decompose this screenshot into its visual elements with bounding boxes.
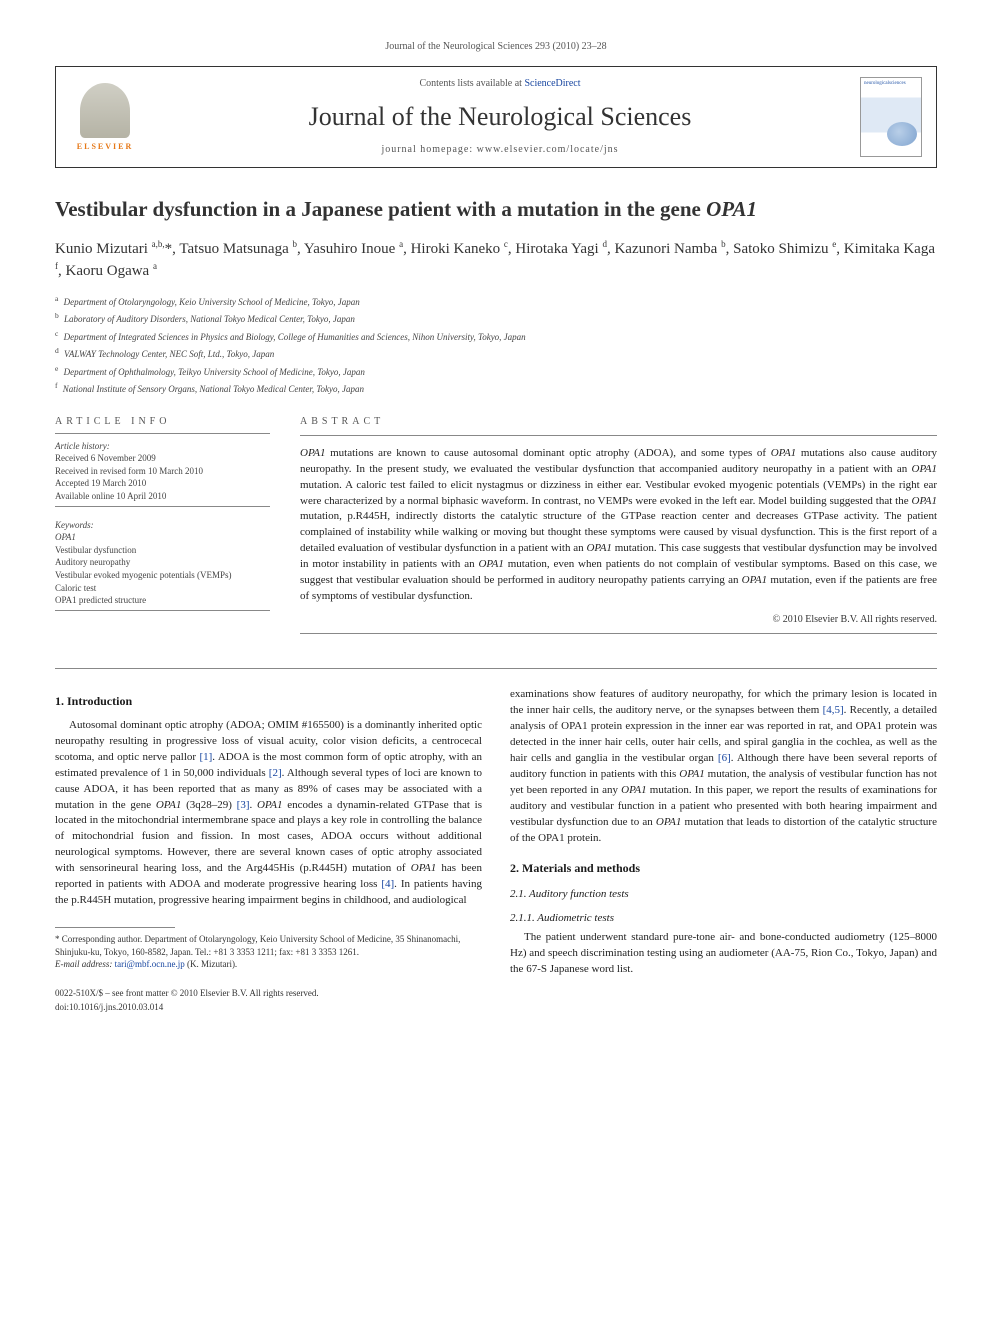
keywords-label: Keywords: bbox=[55, 519, 270, 532]
history-item: Received 6 November 2009 bbox=[55, 452, 270, 465]
elsevier-label: ELSEVIER bbox=[77, 141, 133, 152]
history-item: Received in revised form 10 March 2010 bbox=[55, 465, 270, 478]
elsevier-tree-icon bbox=[80, 83, 130, 138]
history-item: Available online 10 April 2010 bbox=[55, 490, 270, 503]
keyword-item: OPA1 bbox=[55, 531, 270, 544]
affiliations: a Department of Otolaryngology, Keio Uni… bbox=[55, 293, 937, 397]
issn-line: 0022-510X/$ – see front matter © 2010 El… bbox=[55, 987, 482, 1000]
email-label: E-mail address: bbox=[55, 959, 112, 969]
corresponding-author-footnote: * Corresponding author. Department of Ot… bbox=[55, 933, 482, 958]
doi-line: doi:10.1016/j.jns.2010.03.014 bbox=[55, 1001, 482, 1014]
title-gene: OPA1 bbox=[706, 197, 757, 221]
email-person: (K. Mizutari). bbox=[187, 959, 237, 969]
email-link[interactable]: tari@mbf.ocn.ne.jp bbox=[115, 959, 185, 969]
abstract-heading: ABSTRACT bbox=[300, 415, 937, 429]
footnote-separator bbox=[55, 927, 175, 928]
homepage-url: www.elsevier.com/locate/jns bbox=[477, 144, 619, 155]
keyword-item: Caloric test bbox=[55, 582, 270, 595]
history-item: Accepted 19 March 2010 bbox=[55, 477, 270, 490]
elsevier-logo: ELSEVIER bbox=[70, 77, 140, 157]
article-info-heading: ARTICLE INFO bbox=[55, 415, 270, 429]
sciencedirect-link[interactable]: ScienceDirect bbox=[524, 78, 580, 89]
cover-label: neurologicalsciences bbox=[864, 80, 906, 87]
journal-header: ELSEVIER Contents lists available at Sci… bbox=[55, 66, 937, 168]
journal-homepage: journal homepage: www.elsevier.com/locat… bbox=[140, 143, 860, 157]
right-column: examinations show features of auditory n… bbox=[510, 687, 937, 1014]
audiometric-paragraph: The patient underwent standard pure-tone… bbox=[510, 930, 937, 978]
abstract-column: ABSTRACT OPA1 mutations are known to cau… bbox=[300, 415, 937, 644]
subsubsection-2-1-1-heading: 2.1.1. Audiometric tests bbox=[510, 911, 937, 926]
journal-title: Journal of the Neurological Sciences bbox=[140, 99, 860, 135]
affiliation-item: d VALWAY Technology Center, NEC Soft, Lt… bbox=[55, 345, 937, 362]
keyword-item: Auditory neuropathy bbox=[55, 556, 270, 569]
affiliation-item: b Laboratory of Auditory Disorders, Nati… bbox=[55, 310, 937, 327]
title-text: Vestibular dysfunction in a Japanese pat… bbox=[55, 197, 706, 221]
homepage-prefix: journal homepage: bbox=[381, 144, 476, 155]
abstract-text: OPA1 mutations are known to cause autoso… bbox=[300, 446, 937, 605]
journal-cover-thumbnail: neurologicalsciences bbox=[860, 77, 922, 157]
keyword-item: Vestibular evoked myogenic potentials (V… bbox=[55, 569, 270, 582]
left-column: 1. Introduction Autosomal dominant optic… bbox=[55, 687, 482, 1014]
history-label: Article history: bbox=[55, 440, 270, 453]
intro-paragraph-2: examinations show features of auditory n… bbox=[510, 687, 937, 846]
contents-available: Contents lists available at ScienceDirec… bbox=[140, 77, 860, 91]
contents-prefix: Contents lists available at bbox=[419, 78, 524, 89]
keyword-item: Vestibular dysfunction bbox=[55, 544, 270, 557]
affiliation-item: e Department of Ophthalmology, Teikyo Un… bbox=[55, 363, 937, 380]
affiliation-item: f National Institute of Sensory Organs, … bbox=[55, 380, 937, 397]
subsection-2-1-heading: 2.1. Auditory function tests bbox=[510, 887, 937, 902]
intro-paragraph-1: Autosomal dominant optic atrophy (ADOA; … bbox=[55, 718, 482, 909]
affiliation-item: c Department of Integrated Sciences in P… bbox=[55, 328, 937, 345]
section-2-heading: 2. Materials and methods bbox=[510, 860, 937, 877]
authors-list: Kunio Mizutari a,b,*, Tatsuo Matsunaga b… bbox=[55, 238, 937, 283]
journal-reference: Journal of the Neurological Sciences 293… bbox=[55, 40, 937, 54]
section-1-heading: 1. Introduction bbox=[55, 693, 482, 710]
article-info-sidebar: ARTICLE INFO Article history: Received 6… bbox=[55, 415, 270, 644]
body-columns: 1. Introduction Autosomal dominant optic… bbox=[55, 687, 937, 1014]
affiliation-item: a Department of Otolaryngology, Keio Uni… bbox=[55, 293, 937, 310]
keyword-item: OPA1 predicted structure bbox=[55, 594, 270, 607]
email-footnote: E-mail address: tari@mbf.ocn.ne.jp (K. M… bbox=[55, 958, 482, 971]
abstract-copyright: © 2010 Elsevier B.V. All rights reserved… bbox=[300, 613, 937, 627]
article-title: Vestibular dysfunction in a Japanese pat… bbox=[55, 196, 937, 223]
